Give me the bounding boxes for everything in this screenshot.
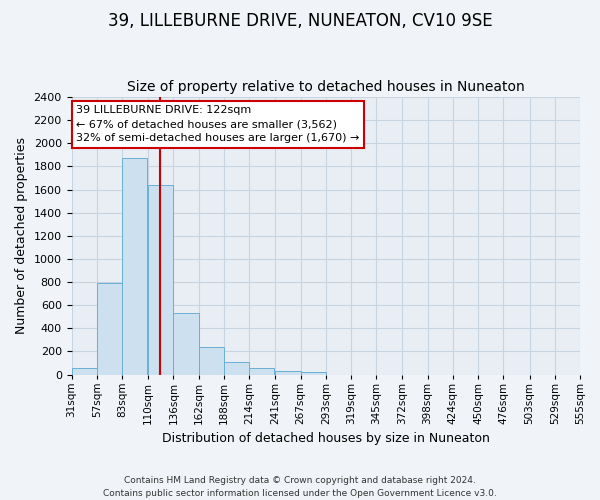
Bar	[71, 368, 97, 374]
Bar	[249, 368, 274, 374]
Bar	[148, 185, 173, 374]
Bar	[275, 371, 301, 374]
Text: 39 LILLEBURNE DRIVE: 122sqm
← 67% of detached houses are smaller (3,562)
32% of : 39 LILLEBURNE DRIVE: 122sqm ← 67% of det…	[76, 105, 360, 143]
Bar	[173, 314, 199, 374]
Bar	[224, 362, 249, 374]
X-axis label: Distribution of detached houses by size in Nuneaton: Distribution of detached houses by size …	[162, 432, 490, 445]
Text: Contains HM Land Registry data © Crown copyright and database right 2024.
Contai: Contains HM Land Registry data © Crown c…	[103, 476, 497, 498]
Bar	[199, 347, 224, 374]
Bar	[301, 372, 326, 374]
Bar	[97, 283, 122, 374]
Title: Size of property relative to detached houses in Nuneaton: Size of property relative to detached ho…	[127, 80, 524, 94]
Bar	[122, 158, 147, 374]
Y-axis label: Number of detached properties: Number of detached properties	[15, 138, 28, 334]
Text: 39, LILLEBURNE DRIVE, NUNEATON, CV10 9SE: 39, LILLEBURNE DRIVE, NUNEATON, CV10 9SE	[107, 12, 493, 30]
